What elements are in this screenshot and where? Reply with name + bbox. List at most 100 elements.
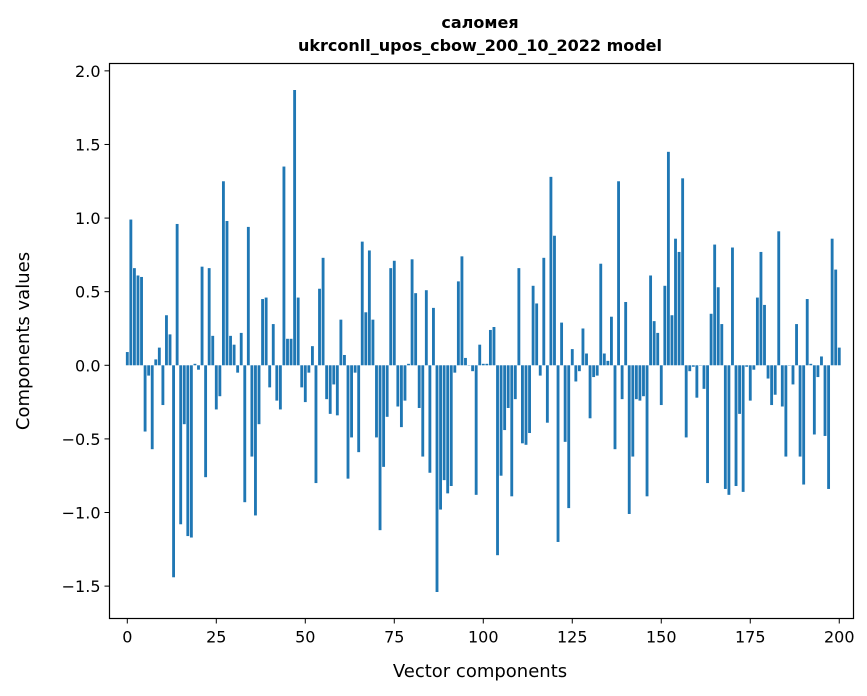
bars-group <box>125 90 841 592</box>
bar-111 <box>521 365 524 444</box>
bar-14 <box>175 223 179 366</box>
bar-106 <box>503 365 507 431</box>
bar-30 <box>232 344 236 366</box>
bar-155 <box>677 251 681 366</box>
bar-141 <box>627 365 631 514</box>
bar-54 <box>318 288 321 366</box>
bar-164 <box>709 313 713 366</box>
bar-170 <box>731 247 734 366</box>
bar-0 <box>125 352 129 366</box>
bar-44 <box>282 166 286 366</box>
x-axis-label: Vector components <box>393 661 567 682</box>
bar-125 <box>570 349 574 366</box>
bar-185 <box>784 365 788 457</box>
bar-105 <box>499 365 503 476</box>
y-tick-label: 2.0 <box>75 62 100 81</box>
bar-97 <box>471 365 475 372</box>
bar-23 <box>207 268 211 366</box>
bar-39 <box>264 297 268 366</box>
bar-11 <box>165 315 168 366</box>
bar-102 <box>488 329 492 366</box>
bar-4 <box>140 276 143 366</box>
bar-197 <box>827 365 831 489</box>
bar-180 <box>766 365 770 379</box>
bar-37 <box>257 365 261 425</box>
bar-90 <box>446 365 450 494</box>
x-tick-label: 175 <box>735 628 766 647</box>
bar-65 <box>357 365 361 453</box>
bar-66 <box>360 241 364 366</box>
bar-109 <box>513 365 517 400</box>
bar-13 <box>172 365 175 578</box>
bar-120 <box>553 235 556 366</box>
bar-116 <box>538 365 542 376</box>
bar-121 <box>556 365 560 542</box>
y-tick-label: −0.5 <box>62 430 101 449</box>
x-tick-label: 200 <box>824 628 855 647</box>
bar-12 <box>168 334 172 366</box>
bar-10 <box>161 365 165 406</box>
bar-200 <box>837 347 841 366</box>
bar-137 <box>613 365 617 450</box>
bar-60 <box>339 319 343 366</box>
bar-136 <box>610 316 613 366</box>
bar-175 <box>748 365 752 401</box>
bar-147 <box>649 275 653 366</box>
bar-24 <box>211 335 215 366</box>
bar-108 <box>510 365 514 497</box>
bar-7 <box>150 365 154 450</box>
bar-148 <box>652 321 656 366</box>
bar-16 <box>182 365 186 425</box>
bar-80 <box>410 259 414 366</box>
chart-title: саломея <box>441 13 518 32</box>
bar-100 <box>481 363 485 366</box>
bar-133 <box>599 263 603 366</box>
x-tick-label: 0 <box>122 628 132 647</box>
bar-74 <box>389 268 393 366</box>
bar-149 <box>656 332 660 366</box>
y-tick-label: 0.5 <box>75 283 100 302</box>
y-axis-label: Components values <box>13 252 34 430</box>
bar-130 <box>588 365 592 419</box>
bar-151 <box>663 285 667 366</box>
bar-89 <box>442 365 446 481</box>
bar-75 <box>392 260 396 366</box>
bar-177 <box>755 297 759 366</box>
bar-58 <box>332 365 336 385</box>
bar-19 <box>193 363 197 366</box>
bar-162 <box>702 365 706 389</box>
bar-93 <box>456 281 460 366</box>
bar-31 <box>236 365 240 373</box>
bar-158 <box>688 365 692 372</box>
bar-2 <box>132 268 136 366</box>
bar-35 <box>250 365 254 457</box>
bar-53 <box>314 365 318 484</box>
bar-171 <box>734 365 738 487</box>
y-tick-label: 1.5 <box>75 135 100 154</box>
bar-38 <box>261 299 264 366</box>
bar-43 <box>278 365 282 410</box>
bar-127 <box>577 365 581 372</box>
bar-142 <box>631 365 635 457</box>
bar-56 <box>325 365 329 400</box>
bar-107 <box>506 365 510 408</box>
bar-190 <box>802 365 806 485</box>
bar-61 <box>343 354 346 366</box>
bar-78 <box>403 365 407 401</box>
bar-70 <box>375 365 378 438</box>
bar-195 <box>820 356 823 366</box>
bar-25 <box>214 365 218 410</box>
bar-1 <box>129 219 133 366</box>
bar-62 <box>346 365 350 479</box>
bar-143 <box>634 365 638 400</box>
bar-132 <box>595 365 599 376</box>
bar-118 <box>545 365 549 423</box>
bar-47 <box>293 90 297 366</box>
bar-67 <box>364 312 368 366</box>
bar-181 <box>770 365 774 406</box>
bar-174 <box>745 365 749 367</box>
y-tick-label: −1.0 <box>62 504 101 523</box>
y-axis: −1.5 −1.0 −0.5 0.0 0.5 1.0 1.5 2.0 <box>62 62 110 596</box>
bar-28 <box>225 221 229 366</box>
